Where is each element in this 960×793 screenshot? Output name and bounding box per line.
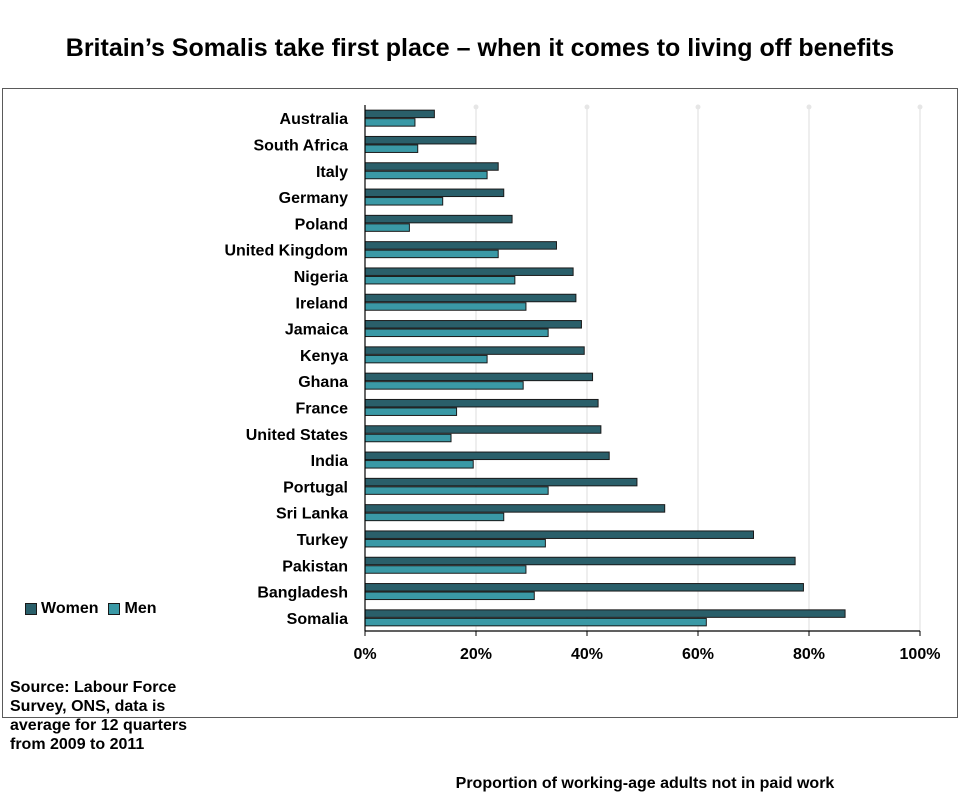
bar-men-somalia [364,617,707,627]
x-axis-title: Proportion of working-age adults not in … [455,775,835,792]
gridline-cap [806,104,812,110]
bar-men-turkey [364,538,546,548]
bar-women-turkey [364,530,754,539]
bar-men-bangladesh [364,591,535,601]
bar-women-australia [364,109,435,119]
bar-women-poland [364,214,513,224]
chart-frame: Australia South Africa Italy Germany Poland U… [2,88,958,792]
bar-women-kenya [364,346,585,355]
bar-women-italy [364,162,499,171]
bar-men-france [364,407,458,416]
bar-women-france [364,398,599,408]
category-label: Turkey [297,532,348,549]
gridline-cap [584,104,590,110]
legend-item-women: Women [25,600,98,618]
category-label: Nigeria [294,269,348,286]
bar-men-ghana [364,381,524,390]
bar-men-nigeria [364,275,516,285]
category-label: South Africa [253,137,348,154]
category-label: Italy [316,164,348,181]
bar-men-portugal [364,486,549,495]
category-label: Sri Lanka [276,506,348,523]
category-label: India [311,453,348,470]
bar-men-kenya [364,354,488,364]
category-label: United States [246,427,348,444]
bar-women-pakistan [364,556,796,566]
bar-men-italy [364,170,488,180]
bar-men-jamaica [364,328,549,338]
category-label: Portugal [283,479,348,496]
x-tick-label: 0% [353,646,376,663]
source-note: Source: Labour Force Survey, ONS, data i… [10,679,187,753]
bar-women-sri-lanka [364,504,666,513]
legend-swatch-women [25,603,37,615]
legend-label-women: Women [41,600,99,617]
category-label: Kenya [300,348,348,365]
legend: Women Men [25,600,166,618]
x-tick-label: 60% [682,646,714,663]
bar-men-united-states [364,433,452,443]
category-label: Somalia [287,611,348,628]
legend-item-men: Men [108,600,156,618]
gridline-cap [695,104,701,110]
x-tick-label: 20% [460,646,492,663]
bar-men-germany [364,197,444,206]
bar-women-india [364,451,610,461]
bar-women-ireland [364,293,577,303]
category-label: Australia [280,111,349,128]
category-label: Bangladesh [257,585,348,602]
bar-women-somalia [364,609,846,618]
bar-women-united-states [364,425,602,434]
bar-men-poland [364,223,410,232]
legend-label-men: Men [124,600,157,617]
bar-men-australia [364,118,416,127]
x-tick-label: 80% [793,646,825,663]
bar-chart: Australia South Africa Italy Germany Poland U… [224,104,941,663]
category-label: France [296,400,349,417]
category-label: Ghana [298,374,348,391]
category-label: Jamaica [285,322,348,339]
bar-women-portugal [364,477,638,487]
gridline-cap [917,104,923,110]
legend-swatch-men [108,603,121,615]
x-tick-label: 40% [571,646,603,663]
x-tick-label: 100% [900,646,941,663]
bar-men-south-africa [364,144,419,153]
bar-men-pakistan [364,565,527,574]
category-label: Pakistan [282,558,348,575]
bar-women-germany [364,188,505,198]
bar-men-united-kingdom [364,249,499,259]
category-label: Ireland [296,295,348,312]
bar-men-india [364,460,474,469]
gridline-cap [473,104,479,110]
category-label: United Kingdom [224,243,348,260]
bar-women-bangladesh [364,583,804,592]
bar-men-ireland [364,302,527,311]
bar-women-south-africa [364,135,477,145]
category-label: Poland [295,216,348,233]
slide-title: Britain’s Somalis take first place – whe… [65,34,895,62]
bar-men-sri-lanka [364,512,505,522]
bar-women-jamaica [364,320,582,329]
bar-women-nigeria [364,267,574,276]
bar-women-united-kingdom [364,241,557,250]
category-label: Germany [279,190,348,207]
bar-women-ghana [364,372,594,382]
